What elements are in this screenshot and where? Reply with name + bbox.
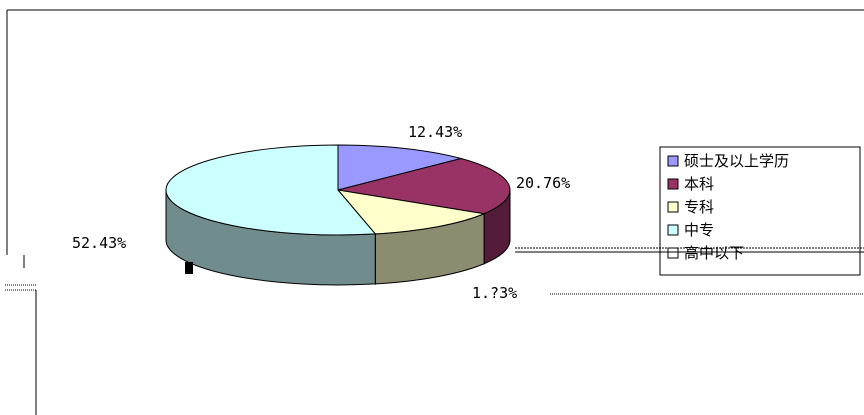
legend-label-0: 硕士及以上学历 xyxy=(684,152,789,170)
data-label-3: 52.43% xyxy=(72,234,126,252)
legend-swatch-0 xyxy=(667,155,679,167)
legend-swatch-2 xyxy=(667,201,679,213)
legend-swatch-4 xyxy=(667,247,679,259)
legend-label-4: 高中以下 xyxy=(684,244,744,262)
legend-label-3: 中专 xyxy=(684,221,714,239)
legend-swatch-1 xyxy=(667,178,679,190)
legend-label-1: 本科 xyxy=(684,175,714,193)
pie-slice-3 xyxy=(165,144,377,236)
pie-slice-2 xyxy=(336,189,486,235)
pie-slice-1 xyxy=(337,158,511,215)
legend-label-2: 专科 xyxy=(684,198,714,216)
data-label-0: 12.43% xyxy=(408,123,462,141)
legend-box xyxy=(659,146,861,276)
render-artifacts xyxy=(5,247,864,295)
pie-group: 12.43% 20.76% 52.43% 1.?3% xyxy=(72,123,570,302)
data-label-other: 1.?3% xyxy=(472,284,517,302)
legend-swatch-3 xyxy=(667,224,679,236)
pie-slice-0 xyxy=(337,144,463,191)
data-label-1: 20.76% xyxy=(516,174,570,192)
